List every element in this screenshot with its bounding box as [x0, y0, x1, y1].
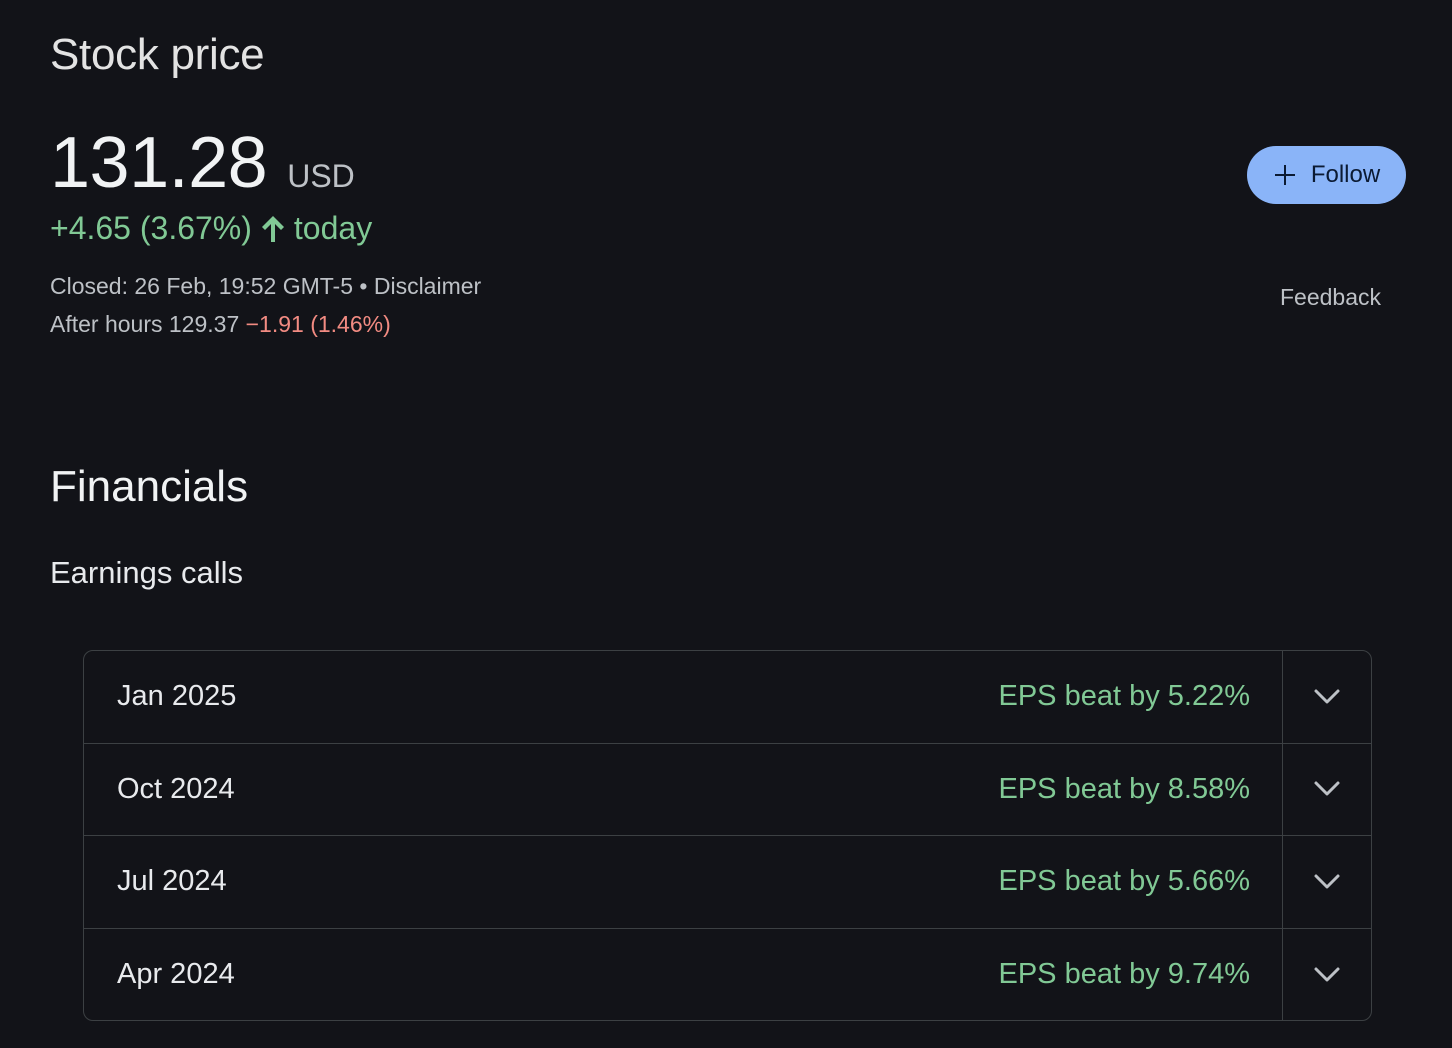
disclaimer-link[interactable]: Disclaimer [373, 273, 482, 299]
feedback-link[interactable]: Feedback [1280, 284, 1382, 310]
stock-price-heading: Stock price [50, 30, 265, 79]
chevron-down-icon [1314, 967, 1340, 982]
after-hours: After hours 129.37 −1.91 (1.46%) [50, 311, 391, 338]
follow-button[interactable]: Follow [1247, 146, 1406, 204]
chevron-down-icon [1314, 689, 1340, 704]
call-period: Jan 2025 [117, 680, 237, 713]
earnings-call-row: Jan 2025 EPS beat by 5.22% [84, 651, 1371, 744]
earnings-calls-table: Jan 2025 EPS beat by 5.22% Oct 2024 EPS … [83, 650, 1372, 1021]
expand-toggle[interactable] [1283, 744, 1371, 836]
call-period: Oct 2024 [117, 772, 235, 805]
earnings-calls-heading: Earnings calls [50, 555, 243, 590]
chevron-down-icon [1314, 874, 1340, 889]
price-change-value: +4.65 (3.67%) [50, 210, 252, 246]
price-change: +4.65 (3.67%) today [50, 210, 372, 247]
eps-result: EPS beat by 9.74% [998, 958, 1251, 991]
currency-label: USD [287, 158, 355, 194]
arrow-up-icon [261, 215, 284, 242]
separator-dot: • [353, 273, 374, 299]
financials-heading: Financials [50, 462, 249, 511]
after-hours-price: After hours 129.37 [50, 311, 240, 337]
call-period: Apr 2024 [117, 958, 235, 991]
after-hours-change: −1.91 (1.46%) [245, 311, 391, 337]
price-change-period: today [293, 210, 373, 246]
expand-toggle[interactable] [1283, 651, 1371, 743]
closed-timestamp: Closed: 26 Feb, 19:52 GMT-5 [50, 273, 353, 299]
earnings-call-summary[interactable]: Jan 2025 EPS beat by 5.22% [84, 651, 1283, 743]
earnings-call-row: Apr 2024 EPS beat by 9.74% [84, 928, 1371, 1021]
earnings-call-row: Jul 2024 EPS beat by 5.66% [84, 836, 1371, 929]
plus-icon [1274, 165, 1295, 185]
market-status: Closed: 26 Feb, 19:52 GMT-5 • Disclaimer [50, 273, 481, 300]
price-row: 131.28 USD [50, 122, 355, 204]
earnings-call-summary[interactable]: Apr 2024 EPS beat by 9.74% [84, 928, 1283, 1020]
call-period: Jul 2024 [117, 865, 227, 898]
eps-result: EPS beat by 5.66% [998, 865, 1251, 898]
earnings-call-summary[interactable]: Oct 2024 EPS beat by 8.58% [84, 743, 1283, 835]
earnings-call-summary[interactable]: Jul 2024 EPS beat by 5.66% [84, 836, 1283, 928]
expand-toggle[interactable] [1283, 929, 1371, 1021]
current-price: 131.28 [50, 123, 268, 203]
eps-result: EPS beat by 8.58% [998, 772, 1251, 805]
follow-label: Follow [1310, 161, 1381, 188]
chevron-down-icon [1314, 781, 1340, 796]
eps-result: EPS beat by 5.22% [998, 680, 1251, 713]
earnings-call-row: Oct 2024 EPS beat by 8.58% [84, 743, 1371, 836]
expand-toggle[interactable] [1283, 836, 1371, 928]
